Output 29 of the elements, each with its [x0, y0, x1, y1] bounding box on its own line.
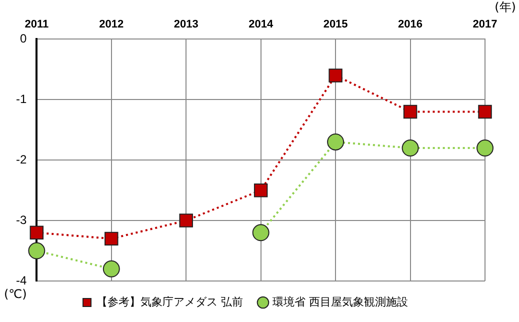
x-tick-label: 2014	[248, 18, 274, 31]
x-tick-label: 2016	[398, 18, 423, 31]
point	[30, 226, 44, 240]
point	[478, 104, 492, 119]
y-tick-label: -1	[16, 92, 27, 106]
point	[476, 140, 494, 157]
y-tick-label: -3	[16, 212, 27, 227]
y-tick-label: -4	[16, 273, 27, 288]
point	[28, 242, 46, 260]
point	[179, 214, 193, 228]
point	[252, 224, 270, 242]
point	[328, 68, 342, 82]
y-tick-label: 0	[20, 32, 27, 46]
legend-label: 【参考】気象庁アメダス 弘前	[96, 295, 244, 308]
x-axis-title: (年)	[494, 0, 516, 14]
point	[402, 140, 419, 157]
x-tick-label: 2012	[99, 18, 124, 31]
x-tick-label: 2013	[174, 18, 198, 31]
x-tick-label: 2011	[24, 18, 49, 31]
point	[327, 133, 344, 150]
x-tick-label: 2017	[472, 18, 498, 31]
y-axis-title: (℃)	[4, 287, 27, 302]
point	[102, 260, 120, 278]
point	[254, 183, 268, 198]
point	[104, 232, 118, 246]
point	[403, 104, 418, 119]
x-tick-label: 2015	[323, 18, 348, 31]
y-tick-label: -2	[16, 152, 27, 166]
legend-label: 環境省 西目屋気象観測施設	[272, 295, 408, 308]
